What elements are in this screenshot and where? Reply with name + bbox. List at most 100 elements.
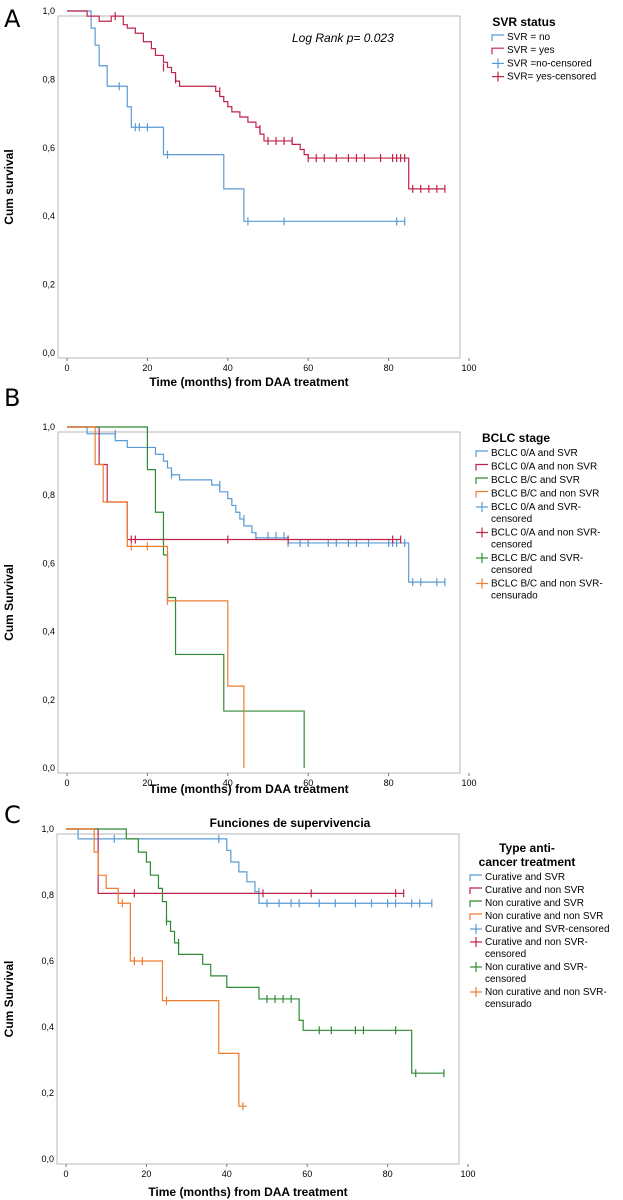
legend-item: BCLC B/C and non SVR-censurado — [476, 578, 603, 602]
y-tick-label: 0,2 — [41, 1088, 54, 1098]
legend-label: BCLC B/C and non SVR- — [491, 579, 603, 590]
legend-swatch-step — [491, 34, 504, 41]
chart-title: Funciones de supervivencia — [210, 816, 371, 830]
legend: BCLC stage BCLC 0/A and SVR BCLC 0/A and n… — [475, 431, 603, 602]
legend-label: censored — [485, 949, 526, 960]
legend-title: Type anti- — [499, 841, 555, 855]
legend-label: Curative and SVR-censored — [485, 924, 610, 935]
x-tick-label: 0 — [64, 778, 69, 788]
panel-letter: B — [4, 384, 20, 412]
legend-swatch-step — [475, 450, 488, 457]
x-tick-label: 80 — [384, 363, 394, 373]
series-0 — [66, 828, 433, 908]
legend-label: SVR = no — [507, 32, 551, 43]
y-tick-label: 1,0 — [42, 422, 55, 432]
y-axis-title: Cum Survival — [2, 961, 16, 1038]
x-tick-label: 20 — [142, 363, 152, 373]
legend-label: Curative and non SVR — [485, 885, 585, 896]
legend-label: Non curative and non SVR- — [485, 987, 607, 998]
legend-label: Curative and non SVR- — [485, 937, 588, 948]
y-tick-label: 0,8 — [42, 74, 55, 84]
legend-label: BCLC 0/A and SVR — [491, 448, 578, 459]
legend-swatch-step — [469, 913, 482, 920]
legend-label: SVR =no-censored — [507, 58, 592, 69]
x-tick-label: 100 — [461, 778, 476, 788]
legend-label: BCLC 0/A and non SVR — [491, 462, 597, 473]
legend-swatch-step — [475, 490, 488, 498]
legend-item: Curative and non SVR-censored — [470, 937, 588, 960]
y-tick-label: 0,6 — [42, 143, 55, 153]
plot-frame — [57, 15, 461, 359]
legend-label: BCLC B/C and SVR — [491, 475, 580, 486]
x-tick-label: 40 — [223, 363, 233, 373]
legend-item: BCLC B/C and SVR — [475, 475, 580, 486]
survival-curve — [66, 828, 444, 1074]
series-1 — [67, 426, 402, 544]
x-tick-label: 40 — [223, 778, 233, 788]
x-tick-label: 60 — [302, 1169, 312, 1179]
legend-swatch-step — [475, 463, 488, 471]
y-tick-label: 0,0 — [41, 1154, 54, 1164]
legend-label: censored — [491, 540, 532, 551]
legend-label: Non curative and SVR — [485, 898, 584, 909]
legend-item: Curative and non SVR — [469, 885, 585, 896]
legend: SVR status SVR = no SVR = yes SVR =no-censo… — [491, 15, 596, 83]
legend-label: BCLC 0/A and SVR- — [491, 502, 581, 513]
legend-swatch-step — [491, 47, 504, 55]
y-tick-label: 0,0 — [42, 348, 55, 358]
legend-title: cancer treatment — [479, 855, 576, 869]
y-tick-label: 0,0 — [42, 763, 55, 773]
legend-label: censurado — [491, 591, 538, 602]
x-tick-label: 80 — [384, 778, 394, 788]
y-tick-label: 0,6 — [41, 956, 54, 966]
panel-letter: A — [4, 5, 21, 33]
legend-item: BCLC 0/A and SVR — [475, 448, 578, 459]
legend-label: BCLC 0/A and non SVR- — [491, 528, 601, 539]
plot-frame — [56, 833, 460, 1165]
y-axis-title: Cum survival — [2, 149, 16, 224]
y-tick-label: 0,4 — [41, 1022, 54, 1032]
legend-label: BCLC B/C and SVR- — [491, 553, 583, 564]
legend-swatch-step — [475, 477, 488, 484]
y-tick-label: 0,2 — [42, 695, 55, 705]
legend-item: SVR= yes-censored — [492, 71, 596, 83]
series-2 — [66, 828, 445, 1078]
x-tick-label: 80 — [383, 1169, 393, 1179]
x-axis-title: Time (months) from DAA treatment — [149, 375, 348, 389]
plot-frame — [57, 431, 461, 774]
x-tick-label: 60 — [303, 363, 313, 373]
y-tick-label: 0,2 — [42, 280, 55, 290]
log-rank-annotation: Log Rank p= 0.023 — [292, 31, 394, 45]
series-0 — [67, 10, 406, 226]
legend-item: BCLC 0/A and non SVR-censored — [476, 527, 601, 551]
legend-item: Curative and SVR — [469, 872, 565, 883]
survival-curve — [66, 828, 247, 1107]
x-tick-label: 100 — [461, 363, 476, 373]
y-tick-label: 1,0 — [41, 824, 54, 834]
series-0 — [67, 426, 446, 587]
y-tick-label: 0,6 — [42, 558, 55, 568]
legend-label: SVR = yes — [507, 45, 555, 56]
x-tick-label: 0 — [64, 363, 69, 373]
legend-label: censored — [485, 974, 526, 985]
legend-item: Non curative and non SVR-censurado — [470, 987, 607, 1010]
legend-title: BCLC stage — [482, 431, 550, 445]
legend-item: Curative and SVR-censored — [470, 924, 610, 935]
y-axis-title: Cum Survival — [2, 564, 16, 641]
survival-curve — [67, 426, 245, 768]
legend-item: BCLC B/C and SVR-censored — [476, 553, 583, 576]
legend-title: SVR status — [492, 15, 556, 29]
legend-label: Non curative and non SVR — [485, 911, 603, 922]
y-tick-label: 0,8 — [41, 890, 54, 900]
legend-swatch-step — [469, 887, 482, 894]
survival-curve — [66, 828, 432, 904]
survival-curve — [67, 426, 401, 541]
km-panel-c: C Funciones de supervivencia 0 20 40 60 80 100 0… — [2, 801, 610, 1199]
legend-item: BCLC 0/A and non SVR — [475, 462, 597, 473]
y-tick-label: 0,8 — [42, 490, 55, 500]
survival-curve — [67, 426, 305, 768]
x-axis-title: Time (months) from DAA treatment — [148, 1185, 347, 1199]
legend-swatch-step — [469, 874, 482, 881]
legend-swatch-step — [469, 900, 482, 907]
km-panel-a: A 0 20 40 60 80 100 0,0 0,2 0,4 0,6 0,8 1,0 Time (mon… — [2, 5, 596, 389]
